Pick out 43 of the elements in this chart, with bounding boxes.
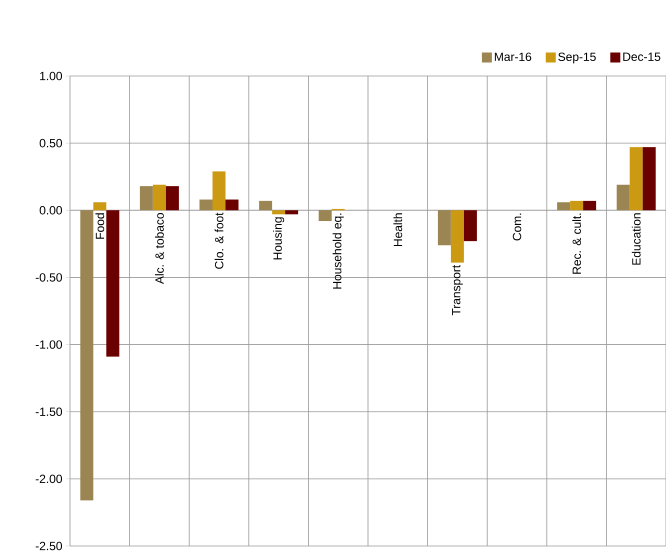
- legend-label: Dec-15: [623, 52, 660, 61]
- bar: [642, 147, 656, 210]
- bar: [152, 184, 166, 210]
- x-tick-label: Housing: [273, 217, 284, 260]
- y-tick-label: -2.00: [36, 474, 62, 484]
- x-tick-label: Education: [632, 213, 641, 265]
- y-tick-label: 0.00: [40, 206, 62, 215]
- x-tick-label: Health: [393, 213, 402, 246]
- bar: [259, 200, 272, 210]
- bar: [80, 210, 94, 500]
- bar: [140, 186, 153, 210]
- y-tick-label: 0.50: [40, 138, 62, 148]
- y-tick-label: 1.00: [40, 72, 62, 80]
- bar: [557, 202, 570, 210]
- y-tick-label: -0.50: [36, 273, 62, 282]
- x-tick-label: Transport: [452, 264, 463, 316]
- bar: [212, 171, 226, 210]
- bar: [450, 210, 464, 263]
- y-tick-label: -1.00: [36, 340, 62, 349]
- bar: [106, 210, 120, 357]
- x-tick-label: Food: [95, 213, 104, 239]
- bar: [438, 210, 451, 246]
- legend-label: Mar-16: [494, 52, 532, 62]
- bar: [226, 200, 239, 210]
- bar: [583, 200, 596, 210]
- bar: [93, 202, 106, 210]
- legend-label: Sep-15: [558, 52, 596, 64]
- x-tick-label: Rec. & cult.: [572, 214, 581, 274]
- bar: [200, 200, 213, 210]
- x-tick-label: Household eq.: [332, 214, 344, 289]
- x-tick-label: Alc. & tobaco: [155, 213, 164, 284]
- bar: [285, 210, 298, 214]
- bar: [464, 210, 477, 242]
- x-tick-label: Clo. & foot: [214, 212, 224, 269]
- x-tick-label: Com.: [512, 214, 522, 240]
- bar: [166, 186, 179, 210]
- bar: [272, 210, 286, 214]
- bar: [630, 147, 643, 210]
- bar: [570, 200, 584, 210]
- y-tick-label: -1.50: [36, 407, 62, 416]
- bar: [616, 184, 630, 210]
- bar: [318, 210, 332, 222]
- y-tick-label: -2.50: [36, 542, 62, 550]
